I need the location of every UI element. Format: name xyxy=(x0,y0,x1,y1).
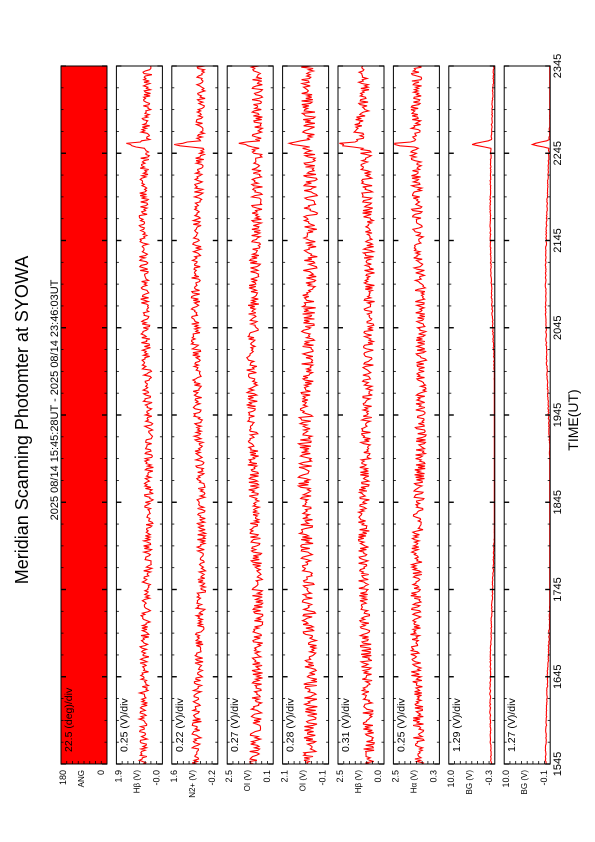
panel-top-value: 10.0 xyxy=(446,770,456,788)
panel-channel-label: N2+ (V) xyxy=(188,770,197,798)
panel-scale-label: 0.25 (V)/div xyxy=(395,698,407,752)
panel-bottom-value: 0.3 xyxy=(428,770,438,783)
panel-6: 0.31 (V)/div 2.5 0.0 Hβ (V) xyxy=(335,65,385,794)
panel-channel-label: Hα (V) xyxy=(409,770,418,794)
panel-bottom-value: -0.1 xyxy=(539,770,549,786)
panel-channel-label: OI (V) xyxy=(243,770,252,792)
x-tick-label: 1945 xyxy=(552,403,564,427)
x-tick-label: 2145 xyxy=(552,228,564,252)
panel-8: 1.29 (V)/div 10.0 -0.3 BG (V) xyxy=(446,65,496,795)
panel-9: 1.27 (V)/div 10.0 -0.1 BG (V) xyxy=(501,65,551,795)
panel-5: 0.28 (V)/div 2.1 -0.1 OI (V) xyxy=(280,65,330,792)
panel-top-value: 2.1 xyxy=(280,770,290,783)
panel-channel-label: ANG xyxy=(77,770,86,787)
panel-channel-label: OI (V) xyxy=(299,770,308,792)
panel-scale-label: 0.25 (V)/div xyxy=(118,698,130,752)
trace-line xyxy=(126,65,155,765)
panel-7: 0.25 (V)/div 2.5 0.3 Hα (V) xyxy=(390,65,440,794)
trace-line xyxy=(339,65,376,765)
trace-line xyxy=(174,65,208,765)
panel-scale-label: 1.29 (V)/div xyxy=(451,698,463,752)
angle-scan-fill xyxy=(61,66,107,764)
panel-frame xyxy=(392,65,440,765)
x-axis-label: TIME(UT) xyxy=(565,389,581,450)
panel-bottom-value: 0 xyxy=(96,770,106,775)
panel-frame xyxy=(503,65,551,765)
panel-bottom-value: -0.1 xyxy=(318,770,328,786)
trace-line xyxy=(394,65,428,765)
panel-bottom-value: -0.0 xyxy=(151,770,161,786)
panel-top-value: 1.9 xyxy=(113,770,123,783)
panel-top-value: 2.5 xyxy=(390,770,400,783)
panels-group: 22.5 (deg)/div 180 0 ANG 0.25 (V)/div 1.9 -0.0… xyxy=(58,65,551,798)
x-tick-label: 1545 xyxy=(552,752,564,776)
x-tick-label: 2045 xyxy=(552,316,564,340)
panel-scale-label: 0.27 (V)/div xyxy=(229,698,241,752)
panel-top-value: 180 xyxy=(58,770,68,785)
x-tick-label: 1845 xyxy=(552,490,564,514)
panel-channel-label: Hβ (V) xyxy=(132,770,141,794)
panel-frame xyxy=(282,65,330,765)
chart-title: Meridian Scanning Photomter at SYOWA xyxy=(12,256,32,584)
panel-top-value: 10.0 xyxy=(501,770,511,788)
chart-period: 2025 08/14 15:45:28UT - 2025 08/14 23:46… xyxy=(49,279,61,520)
panel-top-value: 2.5 xyxy=(335,770,345,783)
panel-top-value: 1.6 xyxy=(169,770,179,783)
panel-bottom-value: -0.2 xyxy=(207,770,217,786)
x-tick-label: 1745 xyxy=(552,577,564,601)
panel-scale-label: 0.22 (V)/div xyxy=(174,698,186,752)
panel-bottom-value: 0.0 xyxy=(373,770,383,783)
x-tick-label: 2245 xyxy=(552,141,564,165)
panel-scale-label: 0.28 (V)/div xyxy=(285,698,297,752)
panel-scale-label: 1.27 (V)/div xyxy=(506,698,518,752)
panel-channel-label: Hβ (V) xyxy=(354,770,363,794)
panel-3: 0.22 (V)/div 1.6 -0.2 N2+ (V) xyxy=(169,65,219,798)
panel-top-value: 2.5 xyxy=(224,770,234,783)
panel-channel-label: BG (V) xyxy=(520,770,529,795)
panel-scale-label: 22.5 (deg)/div xyxy=(63,687,75,752)
panel-frame xyxy=(337,65,385,765)
panel-2: 0.25 (V)/div 1.9 -0.0 Hβ (V) xyxy=(113,65,163,794)
panel-frame xyxy=(448,65,496,765)
panel-channel-label: BG (V) xyxy=(465,770,474,795)
x-tick-label: 2345 xyxy=(552,54,564,78)
panel-bottom-value: 0.1 xyxy=(262,770,272,783)
x-tick-label: 1645 xyxy=(552,665,564,689)
trace-line xyxy=(238,65,265,765)
panel-bottom-value: -0.3 xyxy=(484,770,494,786)
panel-scale-label: 0.31 (V)/div xyxy=(340,698,352,752)
x-tick-labels: 1545 1645 1745 1845 1945 2045 2145 2245 2345 xyxy=(552,54,564,776)
trace-line xyxy=(287,65,319,765)
panel-1: 22.5 (deg)/div 180 0 ANG xyxy=(58,65,108,787)
panel-4: 0.27 (V)/div 2.5 0.1 OI (V) xyxy=(224,65,274,792)
